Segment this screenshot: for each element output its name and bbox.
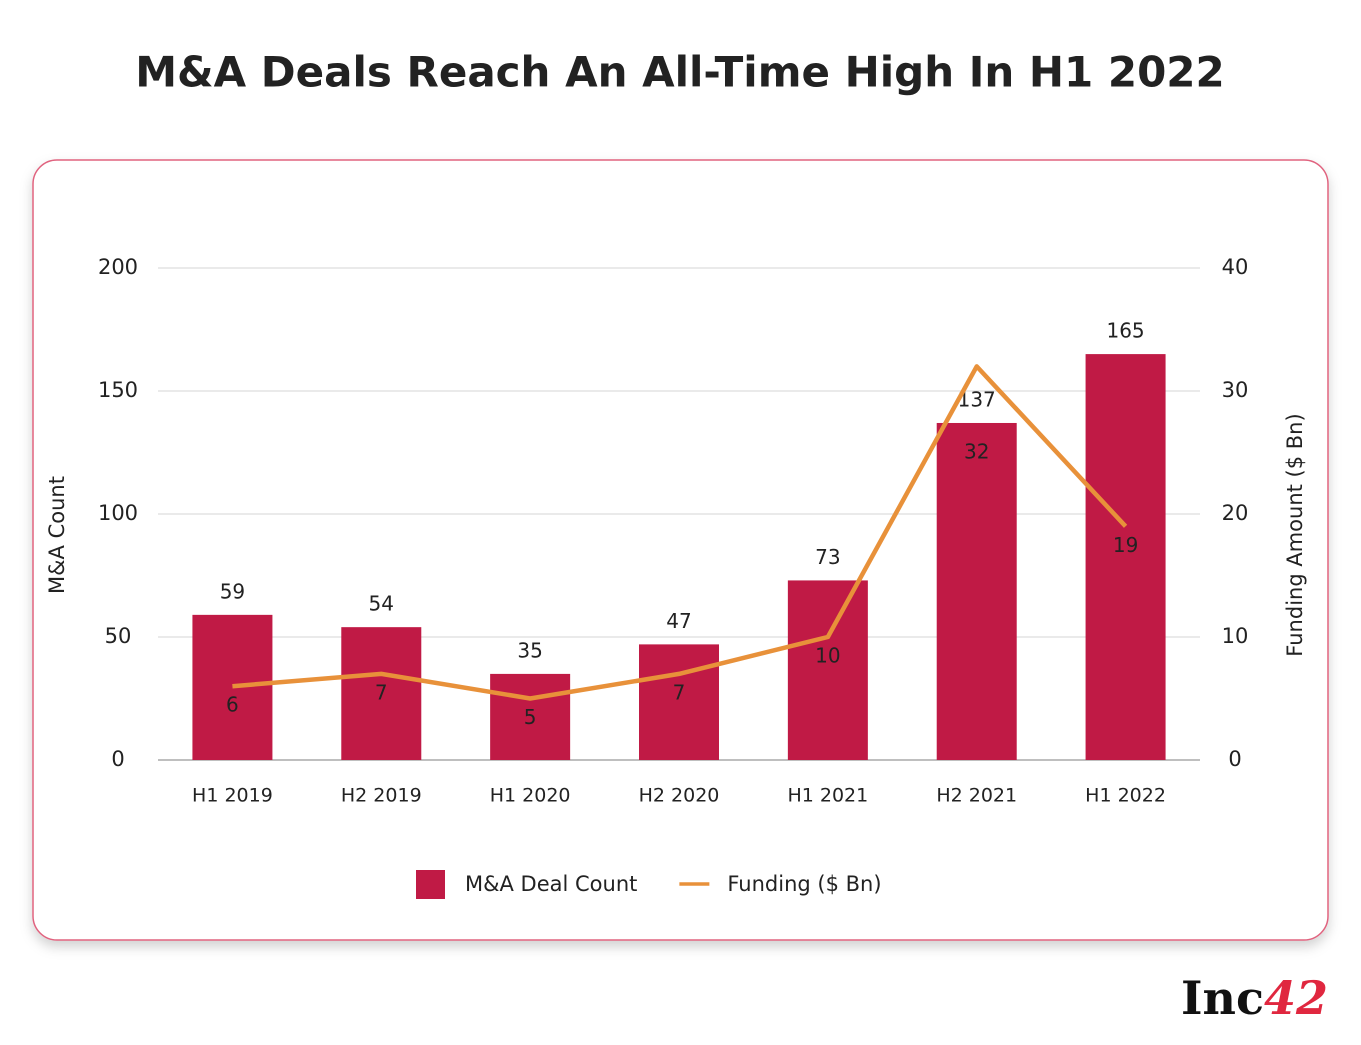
bar: [936, 422, 1017, 760]
line-value-label: 7: [375, 680, 388, 704]
bar-value-label: 54: [369, 592, 394, 616]
logo-number: 42: [1264, 971, 1328, 1025]
bar-value-label: 47: [666, 609, 691, 633]
chart-title: M&A Deals Reach An All-Time High In H1 2…: [135, 48, 1225, 97]
y2-axis-title: Funding Amount ($ Bn): [1283, 413, 1307, 656]
y-tick-label: 150: [98, 378, 138, 402]
x-tick-label: H1 2022: [1085, 785, 1166, 807]
line: [232, 364, 1128, 701]
bar-value-label: 35: [517, 638, 542, 662]
bar: [192, 614, 273, 760]
y-tick-label: 200: [98, 255, 138, 279]
x-tick-label: H2 2020: [639, 785, 720, 807]
line-value-label: 10: [815, 644, 840, 668]
legend-swatch: [416, 870, 445, 899]
line-value-label: 19: [1113, 533, 1138, 557]
y2-tick-label: 30: [1222, 378, 1249, 402]
y2-tick-label: 40: [1222, 255, 1249, 279]
bar-value-label: 73: [815, 545, 840, 569]
y2-tick-label: 20: [1222, 501, 1249, 525]
bar: [341, 627, 422, 760]
line-value-label: 6: [226, 693, 239, 717]
bar: [490, 673, 571, 760]
bar: [1085, 354, 1166, 760]
line-value-label: 5: [524, 705, 537, 729]
line-value-label: 7: [673, 680, 686, 704]
x-tick-label: H1 2020: [490, 785, 571, 807]
bar-value-label: 59: [220, 579, 245, 603]
logo-text: Inc: [1181, 971, 1264, 1025]
x-tick-label: H2 2021: [936, 785, 1017, 807]
bar: [787, 580, 868, 760]
y-axis-title: M&A Count: [45, 476, 69, 594]
x-tick-label: H1 2021: [787, 785, 868, 807]
line-value-label: 32: [964, 439, 989, 463]
y-tick-label: 50: [105, 624, 132, 648]
legend-label: Funding ($ Bn): [727, 872, 881, 896]
x-tick-label: H2 2019: [341, 785, 422, 807]
bar: [639, 644, 719, 760]
legend-label: M&A Deal Count: [465, 872, 637, 896]
logo: Inc42: [1181, 971, 1328, 1025]
y2-tick-label: 10: [1222, 624, 1249, 648]
y-tick-label: 100: [98, 501, 138, 525]
y2-tick-label: 0: [1228, 747, 1241, 771]
x-tick-label: H1 2019: [192, 785, 273, 807]
bar-value-label: 165: [1106, 319, 1144, 343]
y-tick-label: 0: [111, 747, 124, 771]
